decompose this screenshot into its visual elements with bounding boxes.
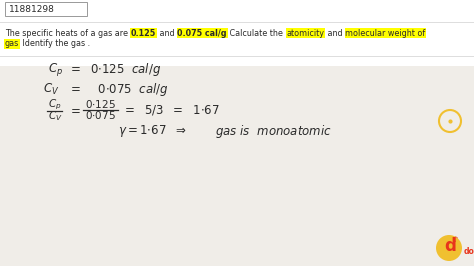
- Text: Calculate the: Calculate the: [228, 28, 286, 38]
- Text: d: d: [444, 237, 456, 255]
- Text: atomicity: atomicity: [286, 28, 324, 38]
- Text: $= \ \ 0{\cdot}125 \ \ cal/g$: $= \ \ 0{\cdot}125 \ \ cal/g$: [68, 61, 161, 78]
- Text: $\gamma = 1{\cdot}67 \ \ \Rightarrow$: $\gamma = 1{\cdot}67 \ \ \Rightarrow$: [118, 123, 187, 139]
- Text: molecular weight of: molecular weight of: [346, 28, 426, 38]
- Text: $gas \ is \ \ monoatomic$: $gas \ is \ \ monoatomic$: [215, 123, 332, 139]
- Text: $0{\cdot}125$: $0{\cdot}125$: [85, 98, 116, 110]
- Text: Identify the gas .: Identify the gas .: [20, 39, 90, 48]
- Text: $=$: $=$: [68, 103, 81, 117]
- Text: 0.125: 0.125: [131, 28, 156, 38]
- Text: $C_p$: $C_p$: [48, 98, 62, 112]
- Text: 0.075 cal/g: 0.075 cal/g: [177, 28, 227, 38]
- FancyBboxPatch shape: [5, 2, 87, 16]
- Text: $C_V$: $C_V$: [48, 109, 63, 123]
- Circle shape: [436, 235, 462, 261]
- Text: $0{\cdot}075$: $0{\cdot}075$: [85, 109, 116, 121]
- Text: gas: gas: [5, 39, 19, 48]
- Text: $= \ \ 5/3 \ \ = \ \ 1{\cdot}67$: $= \ \ 5/3 \ \ = \ \ 1{\cdot}67$: [122, 103, 220, 117]
- Text: $C_p$: $C_p$: [48, 61, 63, 78]
- Text: $C_V$: $C_V$: [43, 81, 59, 97]
- Text: doubtnut: doubtnut: [464, 247, 474, 256]
- FancyBboxPatch shape: [0, 0, 474, 66]
- Text: and: and: [157, 28, 177, 38]
- Text: 11881298: 11881298: [9, 5, 55, 14]
- Text: The specific heats of a gas are: The specific heats of a gas are: [5, 28, 130, 38]
- Text: $= \ \ \ \ 0{\cdot}075 \ \ cal/g$: $= \ \ \ \ 0{\cdot}075 \ \ cal/g$: [68, 81, 169, 98]
- Text: and: and: [325, 28, 345, 38]
- Text: ♪: ♪: [452, 235, 457, 243]
